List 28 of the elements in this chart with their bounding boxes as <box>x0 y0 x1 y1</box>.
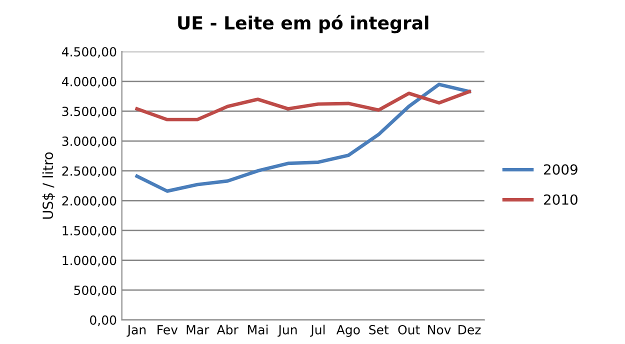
x-tick-label: Nov <box>428 325 451 334</box>
y-tick-label: 4.500,00 <box>62 47 116 58</box>
chart-title: UE - Leite em pó integral <box>178 14 428 34</box>
x-tick-label: Jul <box>310 324 325 337</box>
y-tick-label: 1.000,00 <box>62 256 116 266</box>
legend-label: 2009 <box>544 164 578 175</box>
x-tick-label: Dez <box>458 325 481 334</box>
y-tick-label: 3.500,00 <box>62 106 116 118</box>
line-series <box>135 82 472 193</box>
x-tick-label: Jan <box>126 325 146 337</box>
legend-label: 2010 <box>544 194 578 205</box>
y-tick-label: 3.000,00 <box>62 136 116 148</box>
x-tick-label: Out <box>398 325 420 334</box>
y-tick-label: 4.000,00 <box>62 76 116 88</box>
y-tick-label: 1.500,00 <box>62 226 116 237</box>
y-tick-label: 0,00 <box>90 315 116 326</box>
y-tick-label: 500,00 <box>74 286 116 296</box>
y-axis-title: US$ / litro <box>42 152 55 219</box>
x-tick-label: Abr <box>216 324 238 334</box>
x-tick-label: Mar <box>186 325 210 334</box>
x-tick-label: Jun <box>278 325 297 337</box>
x-tick-label: Fev <box>158 325 178 334</box>
y-tick-label: 2.500,00 <box>62 166 116 178</box>
y-tick-label: 2.000,00 <box>62 196 116 207</box>
x-tick-label: Ago <box>336 325 360 337</box>
line-series <box>135 90 472 122</box>
x-tick-label: Mai <box>248 324 268 334</box>
x-tick-label: Set <box>369 325 389 334</box>
